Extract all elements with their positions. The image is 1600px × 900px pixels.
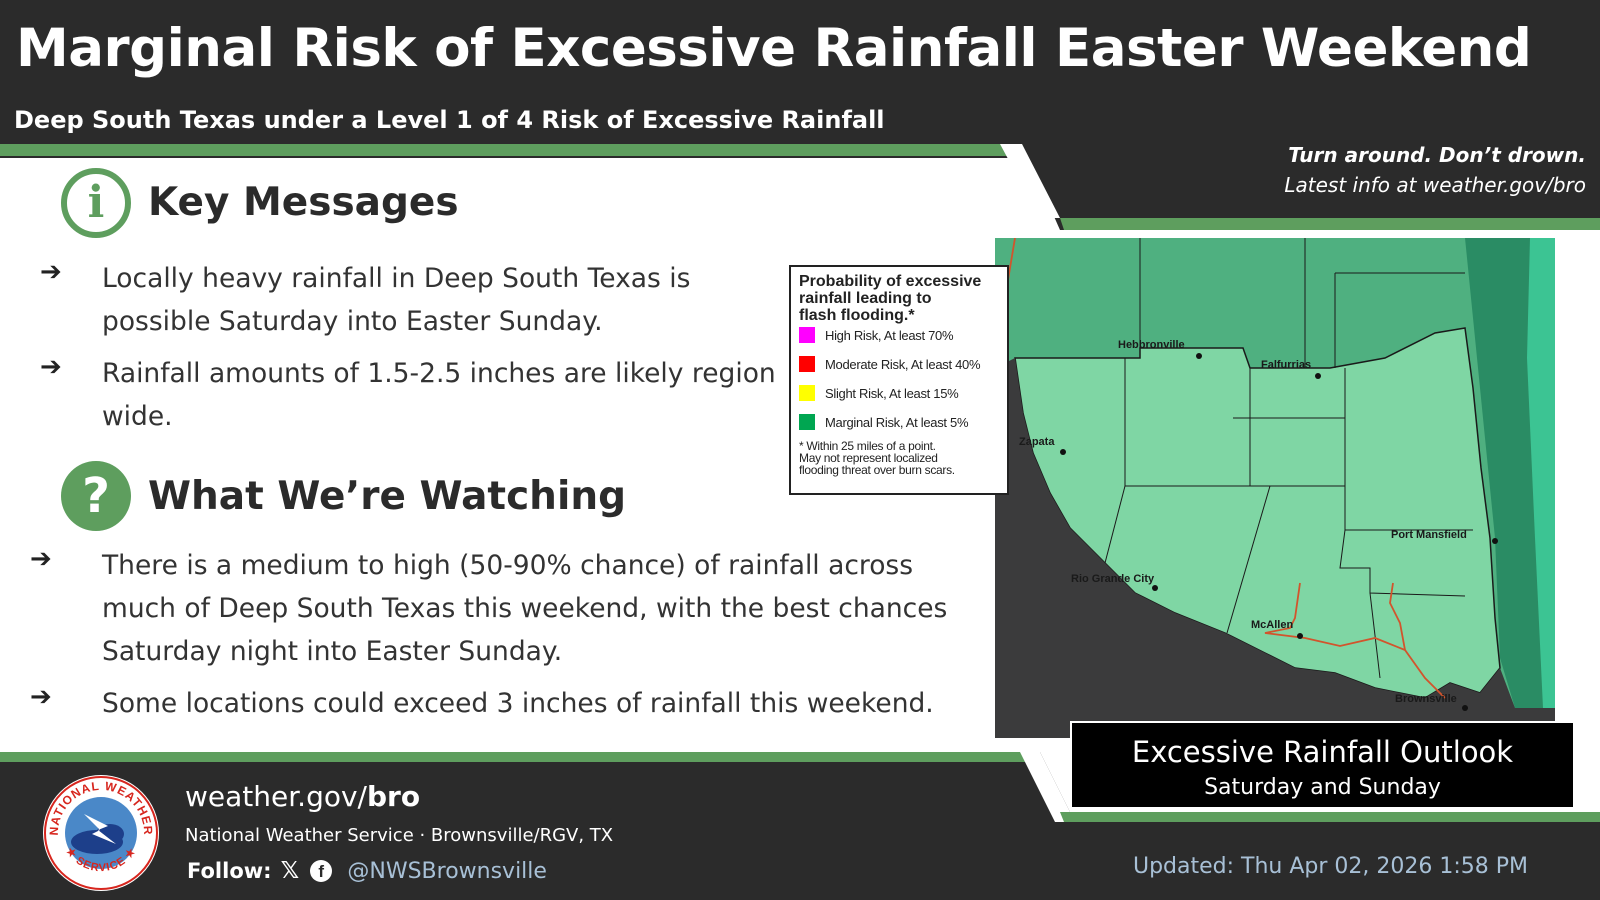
legend-title: Probability of excessive rainfall leadin… [799, 273, 999, 324]
updated-timestamp: Updated: Thu Apr 02, 2026 1:58 PM [1132, 854, 1528, 879]
tagline-bold: Turn around. Don’t drown. [1288, 143, 1586, 167]
city-label-rio-grande-city: Rio Grande City [1071, 573, 1155, 585]
tagline-info: Latest info at weather.gov/bro [1284, 173, 1586, 197]
legend-swatch [799, 414, 815, 430]
city-markers: Hebbronville Falfurrias Zapata Port Mans… [1019, 339, 1498, 711]
legend-title-line: flash flooding.* [799, 307, 915, 324]
bullet-line: much of Deep South Texas this weekend, w… [102, 593, 948, 624]
legend-swatch [799, 356, 815, 372]
legend-item-slight: Slight Risk, At least 15% [799, 385, 999, 401]
page-subtitle: Deep South Texas under a Level 1 of 4 Ri… [14, 106, 885, 134]
website-prefix: weather.gov/ [185, 780, 367, 813]
legend-label: Slight Risk, At least 15% [825, 385, 959, 401]
mexico-landmass [995, 358, 1555, 738]
nws-logo-icon: NATIONAL WEATHER ★ SERVICE ★ [43, 775, 159, 891]
arrow-right-icon: ➔ [30, 544, 52, 574]
bullet-line: possible Saturday into Easter Sunday. [102, 306, 603, 337]
city-label-port-mansfield: Port Mansfield [1391, 529, 1467, 541]
info-icon: i [61, 168, 131, 238]
legend-note-line: May not represent localized [799, 451, 938, 465]
legend-note-line: flooding threat over burn scars. [799, 463, 955, 477]
legend-swatch [799, 385, 815, 401]
bullet-line: wide. [102, 401, 173, 432]
follow-label: Follow: [187, 859, 272, 883]
city-label-hebbronville: Hebbronville [1118, 339, 1185, 351]
social-handle[interactable]: @NWSBrownsville [347, 858, 547, 884]
arrow-right-icon: ➔ [40, 257, 62, 287]
county-lines [1104, 238, 1473, 679]
legend-title-line: Probability of excessive [799, 273, 982, 290]
key-message-item: ➔ Locally heavy rainfall in Deep South T… [40, 257, 800, 347]
legend-title-line: rainfall leading to [799, 290, 932, 307]
city-label-mcallen: McAllen [1251, 619, 1293, 631]
bullet-line: Saturday night into Easter Sunday. [102, 636, 563, 667]
legend-note-line: * Within 25 miles of a point. [799, 439, 936, 453]
coastal-shelf [1527, 238, 1555, 708]
legend-item-moderate: Moderate Risk, At least 40% [799, 356, 999, 372]
arrow-right-icon: ➔ [30, 682, 52, 712]
outlook-title: Excessive Rainfall Outlook [1131, 735, 1514, 769]
map-legend: Probability of excessive rainfall leadin… [789, 265, 1009, 495]
bullet-line: Rainfall amounts of 1.5-2.5 inches are l… [102, 358, 776, 389]
website-office-code: bro [367, 780, 421, 813]
rainfall-outlook-map: Hebbronville Falfurrias Zapata Port Mans… [995, 238, 1555, 738]
legend-label: Moderate Risk, At least 40% [825, 356, 981, 372]
facebook-icon[interactable]: f [310, 860, 333, 882]
bullet-line: Some locations could exceed 3 inches of … [102, 688, 934, 719]
key-message-item: ➔ Rainfall amounts of 1.5-2.5 inches are… [40, 352, 800, 442]
legend-label: High Risk, At least 70% [825, 327, 954, 343]
bullet-line: Locally heavy rainfall in Deep South Tex… [102, 263, 691, 294]
social-follow-row: Follow: 𝕏 f @NWSBrownsville [187, 858, 547, 888]
outlook-subtitle: Saturday and Sunday [1204, 775, 1441, 800]
legend-item-marginal: Marginal Risk, At least 5% [799, 414, 999, 430]
legend-item-high: High Risk, At least 70% [799, 327, 999, 343]
arrow-right-icon: ➔ [40, 352, 62, 382]
city-label-falfurrias: Falfurrias [1261, 359, 1311, 371]
outlook-caption: Excessive Rainfall Outlook Saturday and … [1070, 721, 1575, 809]
question-icon: ? [61, 461, 131, 531]
legend-footnote: * Within 25 miles of a point. May not re… [799, 440, 999, 476]
watching-item: ➔ There is a medium to high (50-90% chan… [30, 544, 990, 674]
website-link[interactable]: weather.gov/bro [185, 780, 420, 813]
office-name: National Weather Service · Brownsville/R… [185, 825, 614, 846]
header-bar [0, 0, 1600, 158]
watching-item: ➔ Some locations could exceed 3 inches o… [30, 682, 990, 727]
city-label-brownsville: Brownsville [1395, 693, 1457, 705]
watching-heading: What We’re Watching [148, 474, 626, 519]
legend-label: Marginal Risk, At least 5% [825, 414, 969, 430]
key-messages-heading: Key Messages [148, 180, 459, 225]
bullet-line: There is a medium to high (50-90% chance… [102, 550, 914, 581]
x-icon[interactable]: 𝕏 [280, 858, 300, 884]
header-accent-stripe [0, 144, 1100, 156]
page-title: Marginal Risk of Excessive Rainfall East… [16, 18, 1532, 79]
footer-accent-stripe [0, 752, 1040, 762]
city-label-zapata: Zapata [1019, 436, 1055, 448]
legend-swatch [799, 327, 815, 343]
